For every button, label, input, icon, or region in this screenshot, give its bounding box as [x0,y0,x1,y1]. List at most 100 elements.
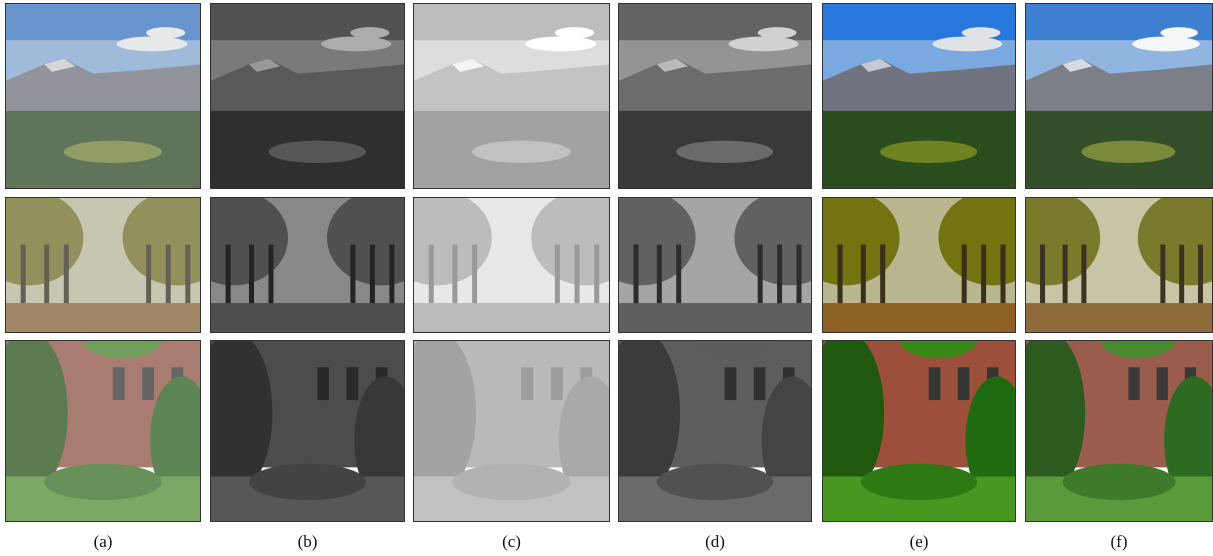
trunk [861,245,866,306]
cloud [1132,36,1200,51]
window [725,367,737,400]
window [1128,367,1139,400]
trunk [575,245,580,306]
panel-label: (b) [298,532,318,551]
ground [1025,303,1213,333]
cloud [117,36,188,51]
image-panel [194,322,416,522]
cloud [555,27,594,38]
page: (a)(b)(c)(d)(e)(f) (() => { const data =… [0,0,1213,556]
tree-left [806,331,884,495]
cloud [350,27,389,38]
bushes [44,464,162,500]
image-panel [822,3,1016,189]
trunk [880,245,885,306]
tree-left [1010,331,1085,495]
bushes [1063,464,1176,500]
trunk [758,245,763,306]
window [317,367,329,400]
trunk [777,245,782,306]
trunk [370,245,375,306]
panel-label: (e) [910,532,929,551]
panel-label: (a) [94,532,113,551]
trunk [962,245,967,306]
trunk [269,245,274,306]
trunk [389,245,394,306]
bushes [249,464,366,500]
trunk [1160,245,1165,306]
window [113,367,125,400]
trunk [146,245,151,306]
trunk [452,245,457,306]
trunk [1081,245,1086,306]
window [521,367,533,400]
window [142,367,154,400]
trunk [1198,245,1203,306]
trunk [634,245,639,306]
window [929,367,941,400]
image-panel [618,3,812,189]
trunk [981,245,986,306]
meadow [269,141,367,163]
window [551,367,563,400]
image-panel [995,190,1213,333]
tree-left [602,331,680,495]
tree-left [194,331,272,495]
image-panel [179,190,436,333]
trunk [226,245,231,306]
image-panel [0,322,213,522]
trunk [21,245,26,306]
trunk [838,245,843,306]
image-panel [1025,3,1213,189]
ground [822,303,1016,333]
trunk [472,245,477,306]
image-panel [1010,322,1213,522]
image-panel [587,190,843,333]
cloud [1160,27,1198,38]
ground [618,303,812,333]
image-panel [397,322,622,522]
image-panel [602,322,823,522]
panel-label: (c) [502,532,521,551]
trunk [1000,245,1005,306]
trunk [166,245,171,306]
image-panel [5,3,201,189]
bushes [657,464,773,500]
trunk [1179,245,1184,306]
ground [5,303,201,333]
cloud [729,36,799,51]
image-panel [413,3,610,189]
trunk [429,245,434,306]
trunk [185,245,190,306]
meadow [64,141,162,163]
trunk [249,245,254,306]
figure: (a)(b)(c)(d)(e)(f) [0,0,1213,556]
cloud [525,36,596,51]
trunk [676,245,681,306]
trunk [796,245,801,306]
tree-left [397,331,476,495]
cloud [146,27,185,38]
bushes [861,464,977,500]
meadow [472,141,570,163]
trunk [657,245,662,306]
window [1157,367,1168,400]
trunk [594,245,599,306]
meadow [1081,141,1175,163]
trunk [555,245,560,306]
cloud [758,27,797,38]
image-panel [381,190,641,333]
image-panel [806,322,1027,522]
meadow [676,141,773,163]
trunk [64,245,69,306]
cloud [321,36,391,51]
trunk [350,245,355,306]
trunk [1063,245,1068,306]
meadow [880,141,977,163]
trunk [44,245,49,306]
cloud [962,27,1001,38]
panel-label: (f) [1111,532,1128,551]
cloud [933,36,1003,51]
image-panel [0,190,232,333]
ground [210,303,405,333]
